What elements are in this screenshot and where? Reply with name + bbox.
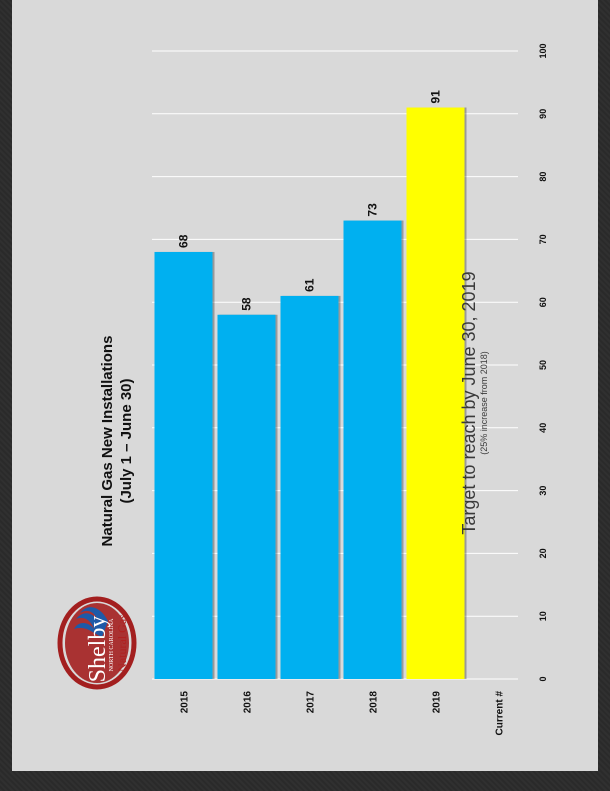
- chart-subtitle: (July 1 – June 30): [118, 378, 135, 503]
- value-tick-label: 40: [538, 423, 548, 433]
- chart-title: Natural Gas New Installations: [99, 336, 116, 547]
- bar: [154, 251, 213, 679]
- value-tick-label: 0: [538, 676, 548, 681]
- bar: [217, 314, 276, 679]
- chart-slide: 68 58 61 73 91 0 10 20 30 40 50 60 70 80 90 100 2015 20…: [12, 0, 598, 771]
- bars: [154, 107, 467, 679]
- logo-brand: Shelby: [85, 616, 111, 683]
- value-tick-label: 30: [538, 486, 548, 496]
- data-label: 61: [303, 278, 317, 292]
- category-label: Current #: [495, 691, 506, 736]
- category-label: 2018: [369, 691, 380, 714]
- category-axis-labels: 2015 2016 2017 2018 2019 Current #: [180, 691, 506, 736]
- value-tick-label: 50: [538, 360, 548, 370]
- value-tick-label: 70: [538, 234, 548, 244]
- data-labels: 68 58 61 73 91: [177, 90, 443, 311]
- logo-plate: [65, 603, 129, 683]
- bar: [280, 295, 339, 679]
- logo-ring: [57, 596, 137, 690]
- logo-state: NORTH CAROLINA: [109, 618, 115, 671]
- value-tick-label: 80: [538, 172, 548, 182]
- value-tick-label: 60: [538, 297, 548, 307]
- value-axis-ticks: 0 10 20 30 40 50 60 70 80 90 100: [538, 43, 548, 681]
- value-tick-label: 10: [538, 611, 548, 621]
- flame-icon: [74, 607, 108, 637]
- target-bar: [406, 107, 465, 679]
- bar: [343, 220, 402, 679]
- data-label: 68: [177, 234, 191, 248]
- shelby-logo: Shelby NORTH CAROLINA Natural Gas: [57, 596, 137, 690]
- value-tick-label: 100: [538, 43, 548, 58]
- category-label: 2017: [306, 691, 317, 714]
- value-tick-label: 20: [538, 548, 548, 558]
- data-label: 58: [240, 297, 254, 311]
- target-annotation-subtext: (25% increase from 2018): [479, 351, 489, 455]
- value-tick-label: 90: [538, 109, 548, 119]
- category-label: 2019: [432, 691, 443, 714]
- target-annotation: Target to reach by June 30, 2019: [459, 271, 479, 534]
- data-label: 91: [429, 90, 443, 104]
- logo-product: Natural Gas: [115, 614, 129, 672]
- category-label: 2015: [180, 691, 191, 714]
- category-label: 2016: [243, 691, 254, 714]
- data-label: 73: [366, 203, 380, 217]
